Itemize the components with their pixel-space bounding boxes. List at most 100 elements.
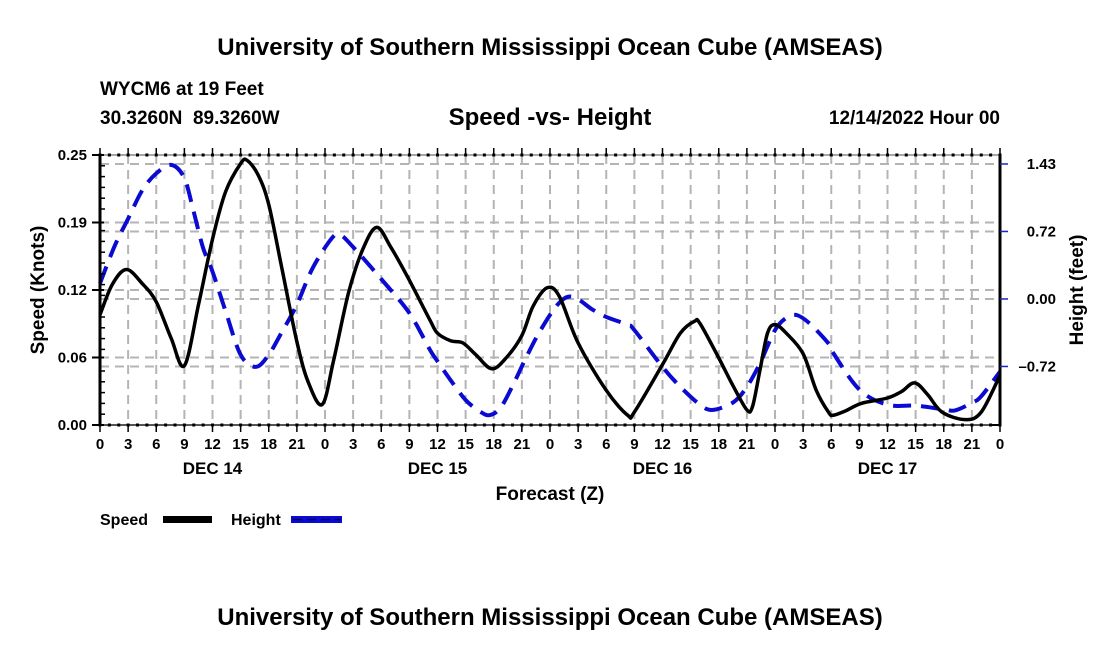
x-tick-label: 0 [321, 436, 329, 453]
legend: Speed Height [100, 512, 342, 529]
bottom-minor-tick [876, 423, 880, 427]
x-date-label: DEC 14 [183, 459, 243, 478]
top-minor-tick [623, 153, 627, 157]
tick-labels: 0 3 6 9 12 15 18 21 0 3 6 9 12 15 18 21 0 3 6 9 12 15 18 21 0 3 6 9… [58, 147, 1056, 478]
series-line-speed [98, 157, 1002, 422]
bottom-minor-tick [792, 423, 796, 427]
bottom-minor-tick [848, 423, 852, 427]
top-minor-tick [642, 153, 646, 157]
bottom-minor-tick [839, 423, 843, 427]
top-minor-tick [839, 153, 843, 157]
bottom-minor-tick [764, 423, 768, 427]
bottom-minor-tick [726, 423, 730, 427]
station-label: WYCM6 at 19 Feet [100, 79, 264, 100]
bottom-minor-tick [614, 423, 618, 427]
y-tick-label: 0.00 [58, 417, 87, 434]
x-date-label: DEC 15 [408, 459, 468, 478]
x-tick-label: 0 [96, 436, 104, 453]
top-minor-tick [398, 153, 402, 157]
x-tick-label: 21 [964, 436, 981, 453]
bottom-minor-tick [164, 423, 168, 427]
bottom-minor-tick [698, 423, 702, 427]
top-minor-tick [107, 153, 111, 157]
top-minor-tick [136, 153, 139, 157]
x-tick-label: 12 [429, 436, 446, 453]
top-minor-tick [811, 153, 814, 157]
top-minor-tick [932, 153, 936, 157]
top-minor-tick [867, 153, 871, 157]
x-tick-label: 0 [546, 436, 554, 453]
top-minor-tick [764, 153, 768, 157]
top-minor-tick [736, 153, 739, 157]
top-minor-tick [511, 153, 514, 157]
top-minor-tick [173, 153, 177, 157]
bottom-minor-tick [389, 423, 393, 427]
bottom-minor-tick [257, 423, 261, 427]
bottom-minor-tick [501, 423, 505, 427]
bottom-minor-tick [107, 423, 111, 427]
bottom-minor-tick [567, 423, 571, 427]
x-tick-label: 15 [232, 436, 249, 453]
bottom-minor-tick [201, 423, 205, 427]
page-title: University of Southern Mississippi Ocean… [217, 34, 882, 61]
bottom-minor-tick [136, 423, 139, 427]
top-minor-tick [679, 153, 683, 157]
top-minor-tick [754, 153, 758, 157]
top-minor-tick [229, 153, 233, 157]
top-minor-tick [792, 153, 796, 157]
x-tick-label: 18 [260, 436, 277, 453]
top-minor-tick [164, 153, 168, 157]
bottom-minor-tick [642, 423, 646, 427]
x-tick-label: 15 [457, 436, 474, 453]
top-minor-tick [923, 153, 927, 157]
bottom-minor-tick [586, 423, 589, 427]
top-minor-tick [557, 153, 561, 157]
x-tick-label: 21 [289, 436, 306, 453]
bottom-minor-tick [557, 423, 561, 427]
grid [100, 155, 1000, 425]
top-minor-tick [961, 153, 964, 157]
top-minor-tick [539, 153, 543, 157]
footer-title: University of Southern Mississippi Ocean… [217, 604, 882, 631]
top-minor-tick [276, 153, 280, 157]
x-tick-label: 18 [485, 436, 502, 453]
x-tick-label: 9 [180, 436, 188, 453]
y-tick-label: 0.25 [58, 147, 87, 164]
x-axis-title: Forecast (Z) [496, 484, 605, 505]
x-tick-label: 6 [152, 436, 160, 453]
top-minor-tick [482, 153, 486, 157]
top-minor-tick [726, 153, 730, 157]
bottom-minor-tick [961, 423, 964, 427]
bottom-minor-tick [707, 423, 711, 427]
top-minor-tick [342, 153, 346, 157]
series-line-height [98, 162, 1002, 418]
bottom-minor-tick [304, 423, 308, 427]
top-minor-tick [257, 153, 261, 157]
x-tick-label: 21 [514, 436, 531, 453]
top-minor-tick [389, 153, 393, 157]
top-minor-tick [445, 153, 449, 157]
bottom-minor-tick [342, 423, 346, 427]
coordinates-label: 30.3260N 89.3260W [100, 108, 280, 129]
bottom-minor-tick [417, 423, 421, 427]
axes [92, 148, 1008, 432]
y2-tick-label: –0.72 [1018, 358, 1056, 375]
top-minor-tick [595, 153, 599, 157]
top-minor-tick [698, 153, 702, 157]
top-minor-tick [848, 153, 852, 157]
y2-tick-label: 0.00 [1027, 291, 1056, 308]
x-tick-label: 12 [204, 436, 221, 453]
bottom-minor-tick [989, 423, 993, 427]
top-minor-tick [529, 153, 533, 157]
x-tick-label: 15 [907, 436, 924, 453]
top-minor-tick [501, 153, 505, 157]
bottom-minor-tick [398, 423, 402, 427]
legend-label-height: Height [231, 512, 281, 529]
x-tick-label: 0 [771, 436, 779, 453]
bottom-minor-tick [820, 423, 824, 427]
top-minor-tick [820, 153, 824, 157]
top-minor-tick [332, 153, 336, 157]
top-minor-tick [782, 153, 786, 157]
y2-tick-label: 1.43 [1027, 156, 1056, 173]
